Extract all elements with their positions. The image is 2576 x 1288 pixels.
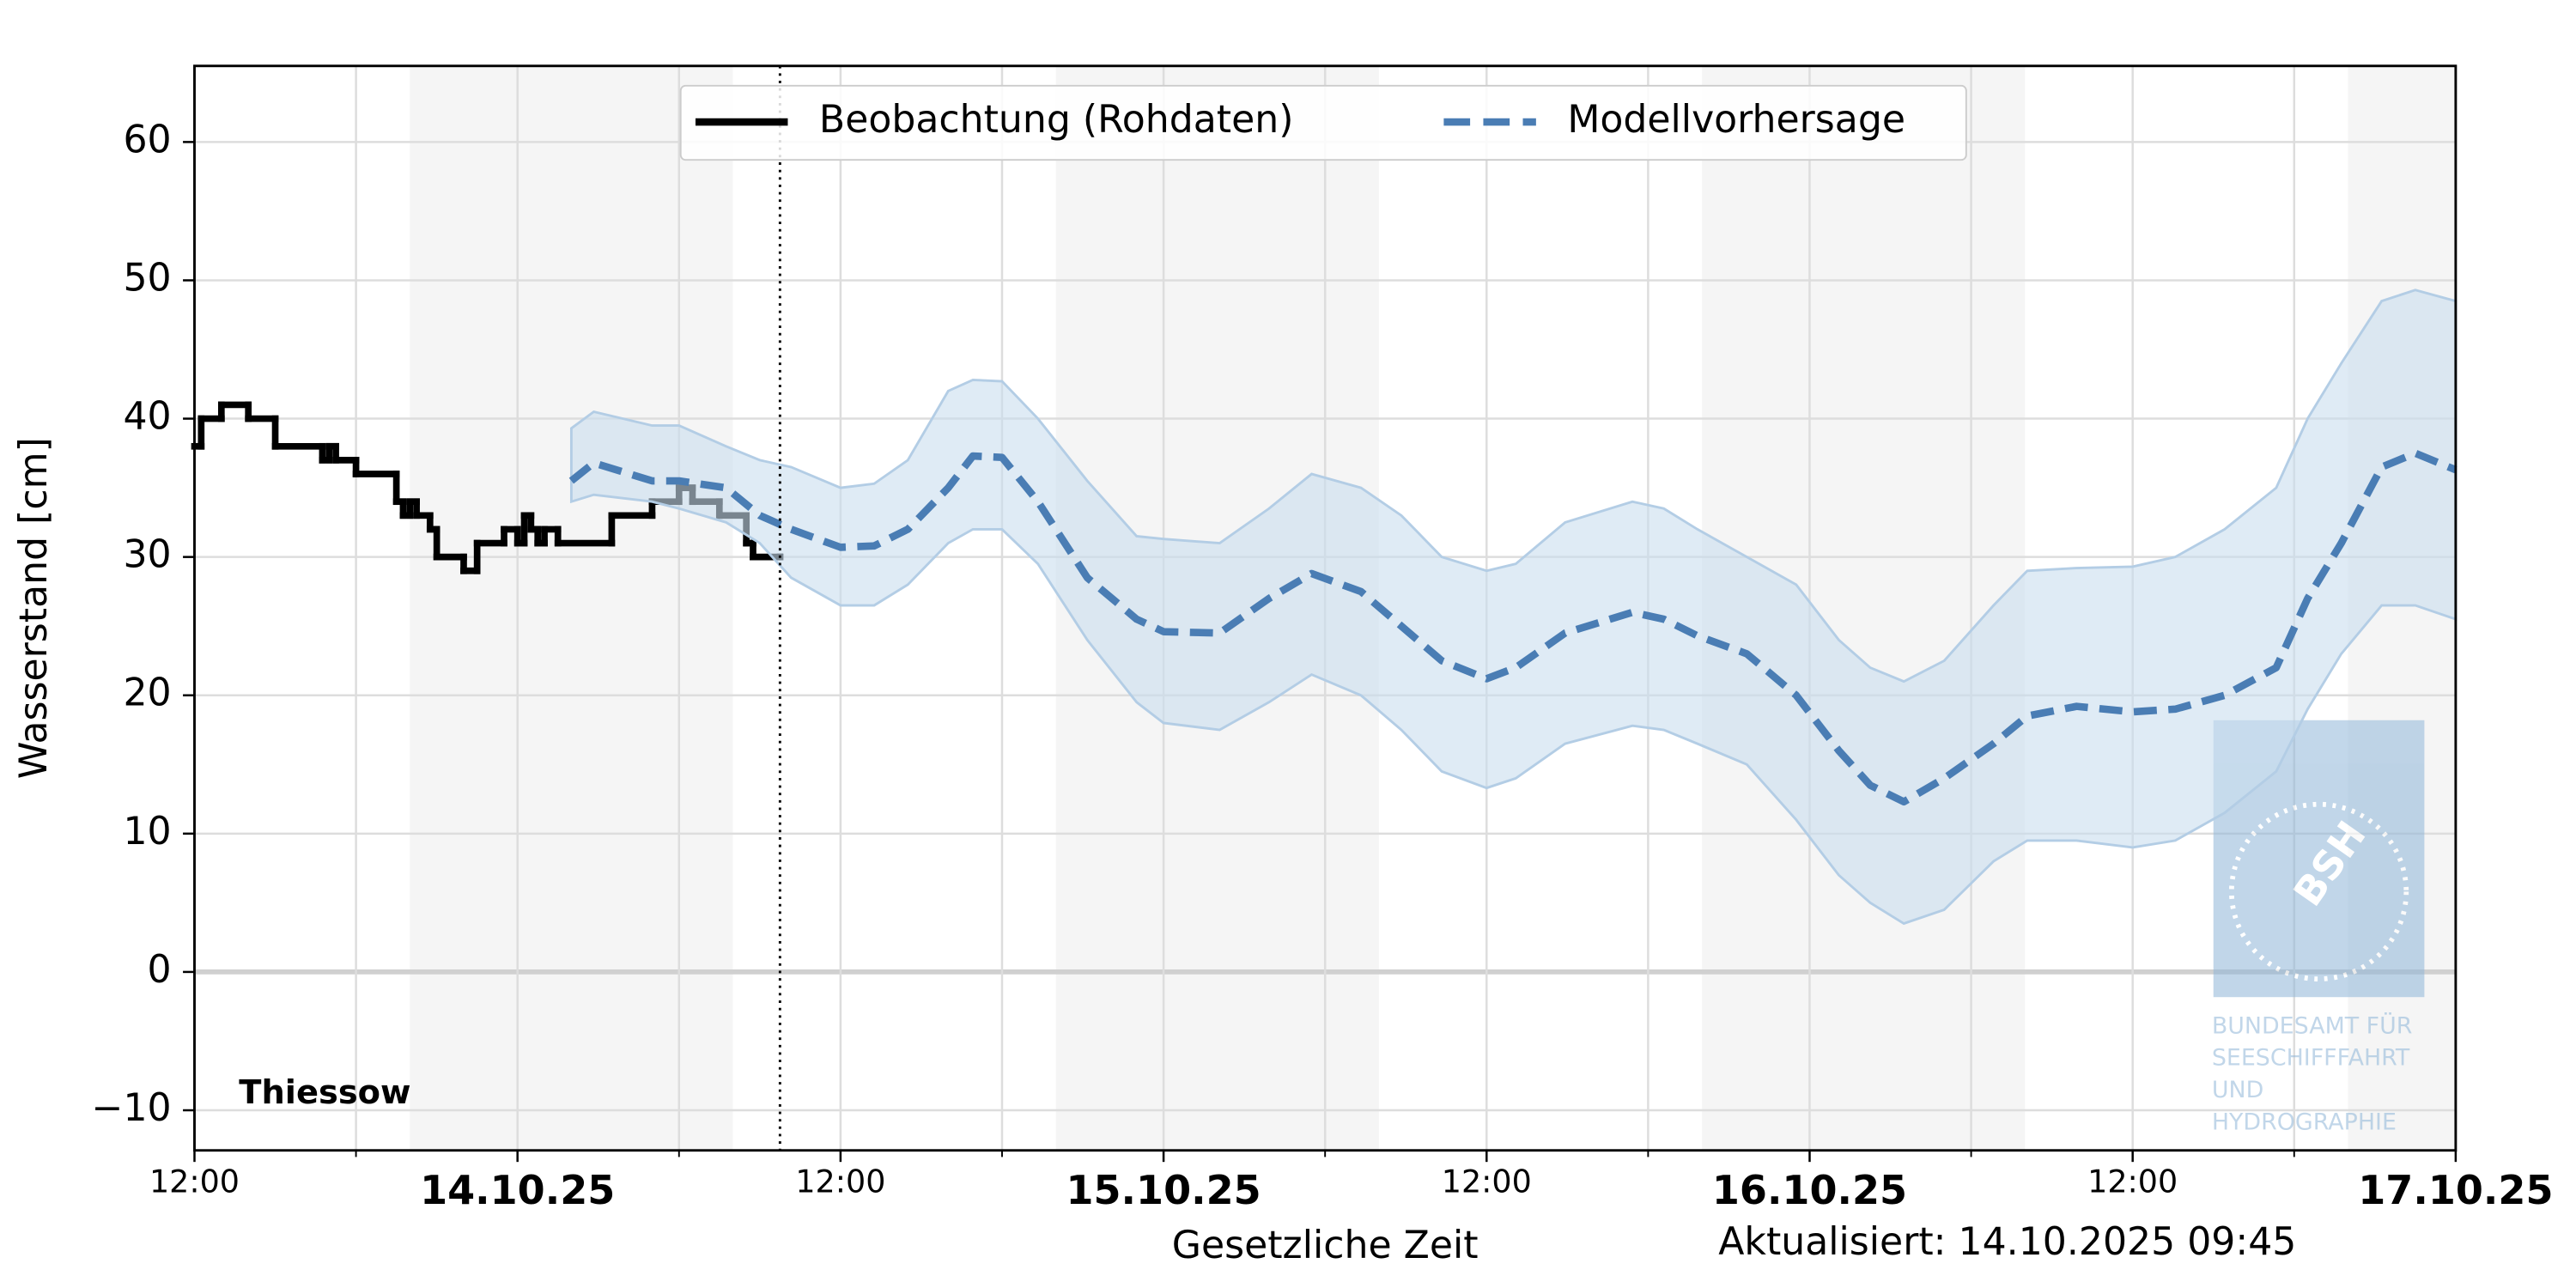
x-tick-label: 15.10.25 <box>1066 1167 1261 1213</box>
forecast-line <box>568 449 2458 806</box>
y-tick-label: 30 <box>123 533 171 577</box>
x-tick-label: 12:00 <box>795 1163 885 1200</box>
y-tick-label: −10 <box>91 1086 171 1130</box>
watermark-text: HYDROGRAPHIE <box>2212 1109 2397 1136</box>
legend-box <box>679 84 1967 161</box>
y-tick-label: 20 <box>123 671 171 715</box>
x-tick-label: 12:00 <box>1442 1163 1532 1200</box>
x-tick-label: 17.10.25 <box>2358 1167 2553 1213</box>
watermark-text: UND <box>2212 1077 2263 1103</box>
y-tick-label: 40 <box>123 395 171 439</box>
night-shading <box>410 65 733 1151</box>
legend-label: Beobachtung (Rohdaten) <box>819 98 1294 142</box>
legend-label: Modellvorhersage <box>1567 98 1905 142</box>
watermark-text: BUNDESAMT FÜR <box>2212 1012 2413 1039</box>
legend: Beobachtung (Rohdaten) Modellvorhersage <box>679 84 1967 161</box>
x-axis-label: Gesetzliche Zeit <box>1172 1224 1479 1267</box>
y-tick-label: 0 <box>148 948 172 992</box>
axes: −10 0 10 20 30 40 50 60 12:00 14.10.25 12:00 15.10.… <box>91 118 2553 1213</box>
station-label: Thiessow <box>239 1073 410 1112</box>
updated-label: Aktualisiert: 14.10.2025 09:45 <box>1718 1220 2296 1264</box>
y-tick-label: 10 <box>123 810 171 854</box>
watermark-ring <box>2228 801 2409 981</box>
y-tick-label: 50 <box>123 256 171 300</box>
watermark-text: SEESCHIFFFAHRT <box>2212 1045 2410 1072</box>
x-tick-label: 14.10.25 <box>420 1167 615 1213</box>
y-axis-label: Wasserstand [cm] <box>12 437 56 779</box>
y-tick-label: 60 <box>123 118 171 161</box>
x-tick-label: 12:00 <box>2087 1163 2178 1200</box>
x-tick-label: 12:00 <box>149 1163 240 1200</box>
x-tick-label: 16.10.25 <box>1712 1167 1907 1213</box>
